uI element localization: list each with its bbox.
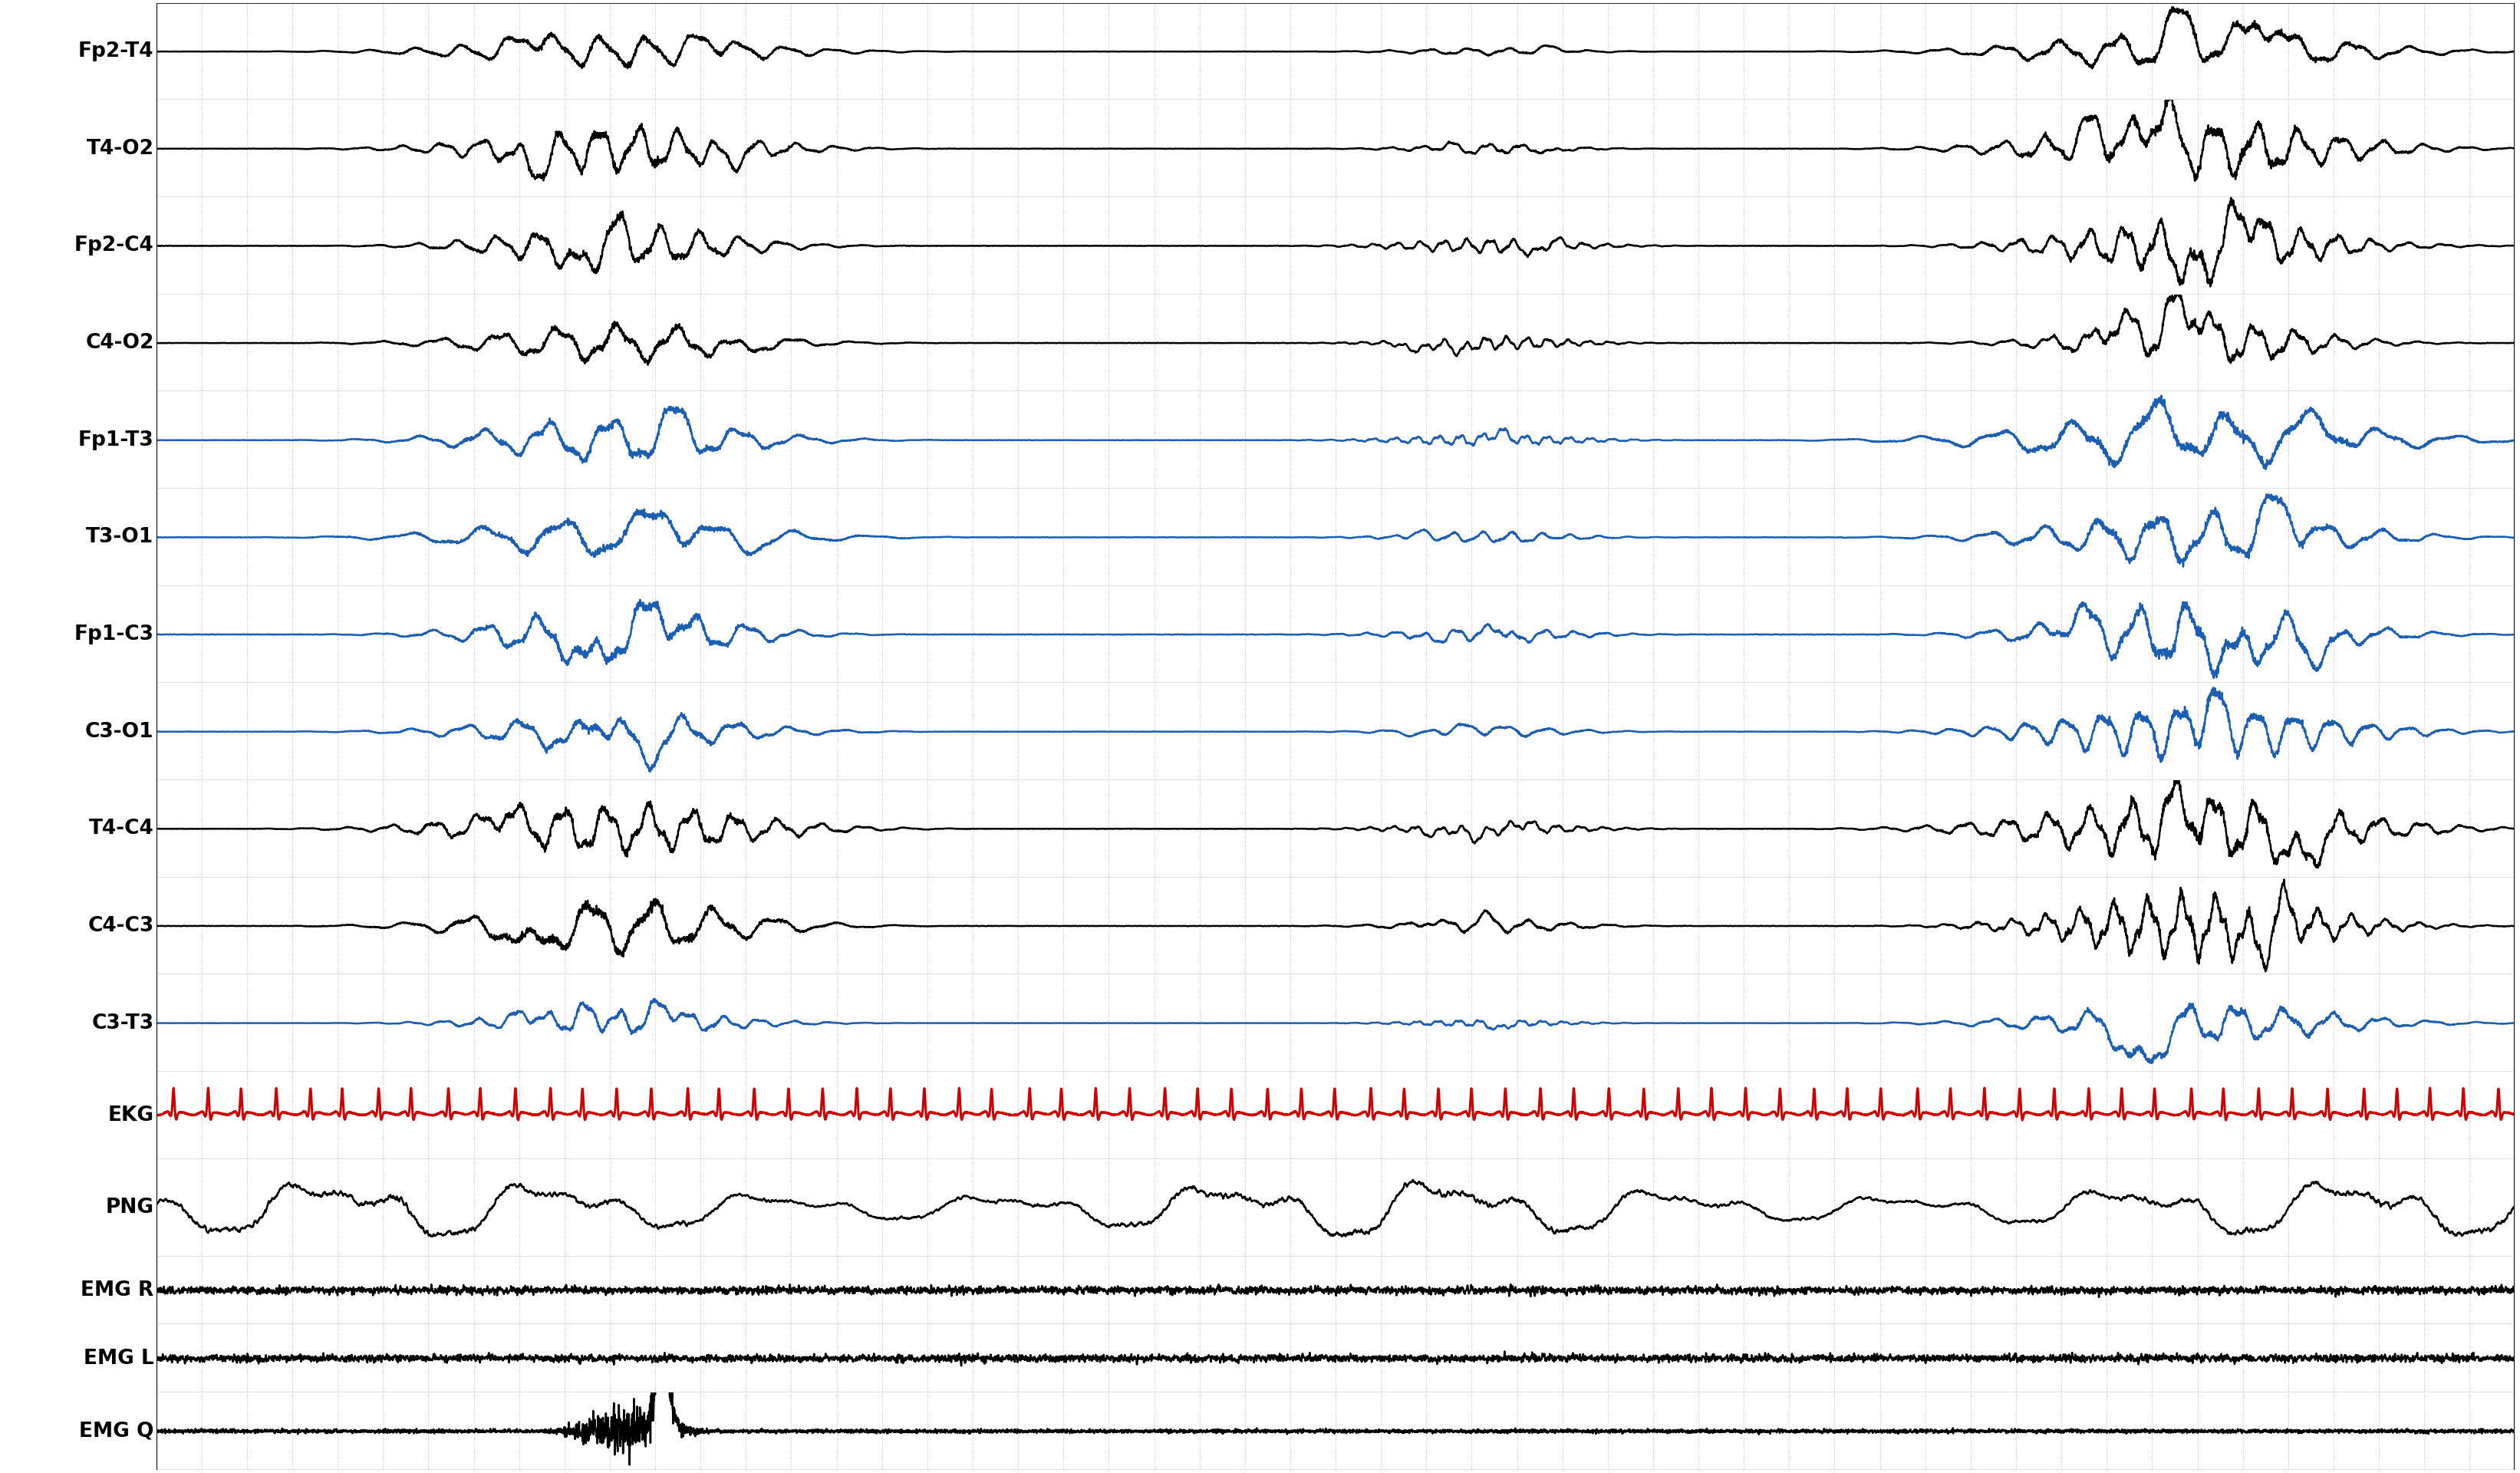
Text: C3-O1: C3-O1: [86, 722, 154, 741]
Text: Fp1-T3: Fp1-T3: [78, 430, 154, 451]
Text: T4-C4: T4-C4: [88, 819, 154, 838]
Text: C3-T3: C3-T3: [91, 1013, 154, 1033]
Text: Fp2-C4: Fp2-C4: [73, 236, 154, 256]
Text: EMG L: EMG L: [83, 1348, 154, 1368]
Text: EKG: EKG: [108, 1105, 154, 1125]
Text: Fp2-T4: Fp2-T4: [78, 41, 154, 62]
Text: C4-C3: C4-C3: [88, 916, 154, 935]
Text: EMG R: EMG R: [81, 1280, 154, 1301]
Text: Fp1-C3: Fp1-C3: [73, 625, 154, 645]
Text: PNG: PNG: [106, 1198, 154, 1218]
Text: EMG Q: EMG Q: [78, 1421, 154, 1441]
Text: C4-O2: C4-O2: [86, 333, 154, 354]
Text: T4-O2: T4-O2: [86, 138, 154, 159]
Text: T3-O1: T3-O1: [86, 527, 154, 548]
